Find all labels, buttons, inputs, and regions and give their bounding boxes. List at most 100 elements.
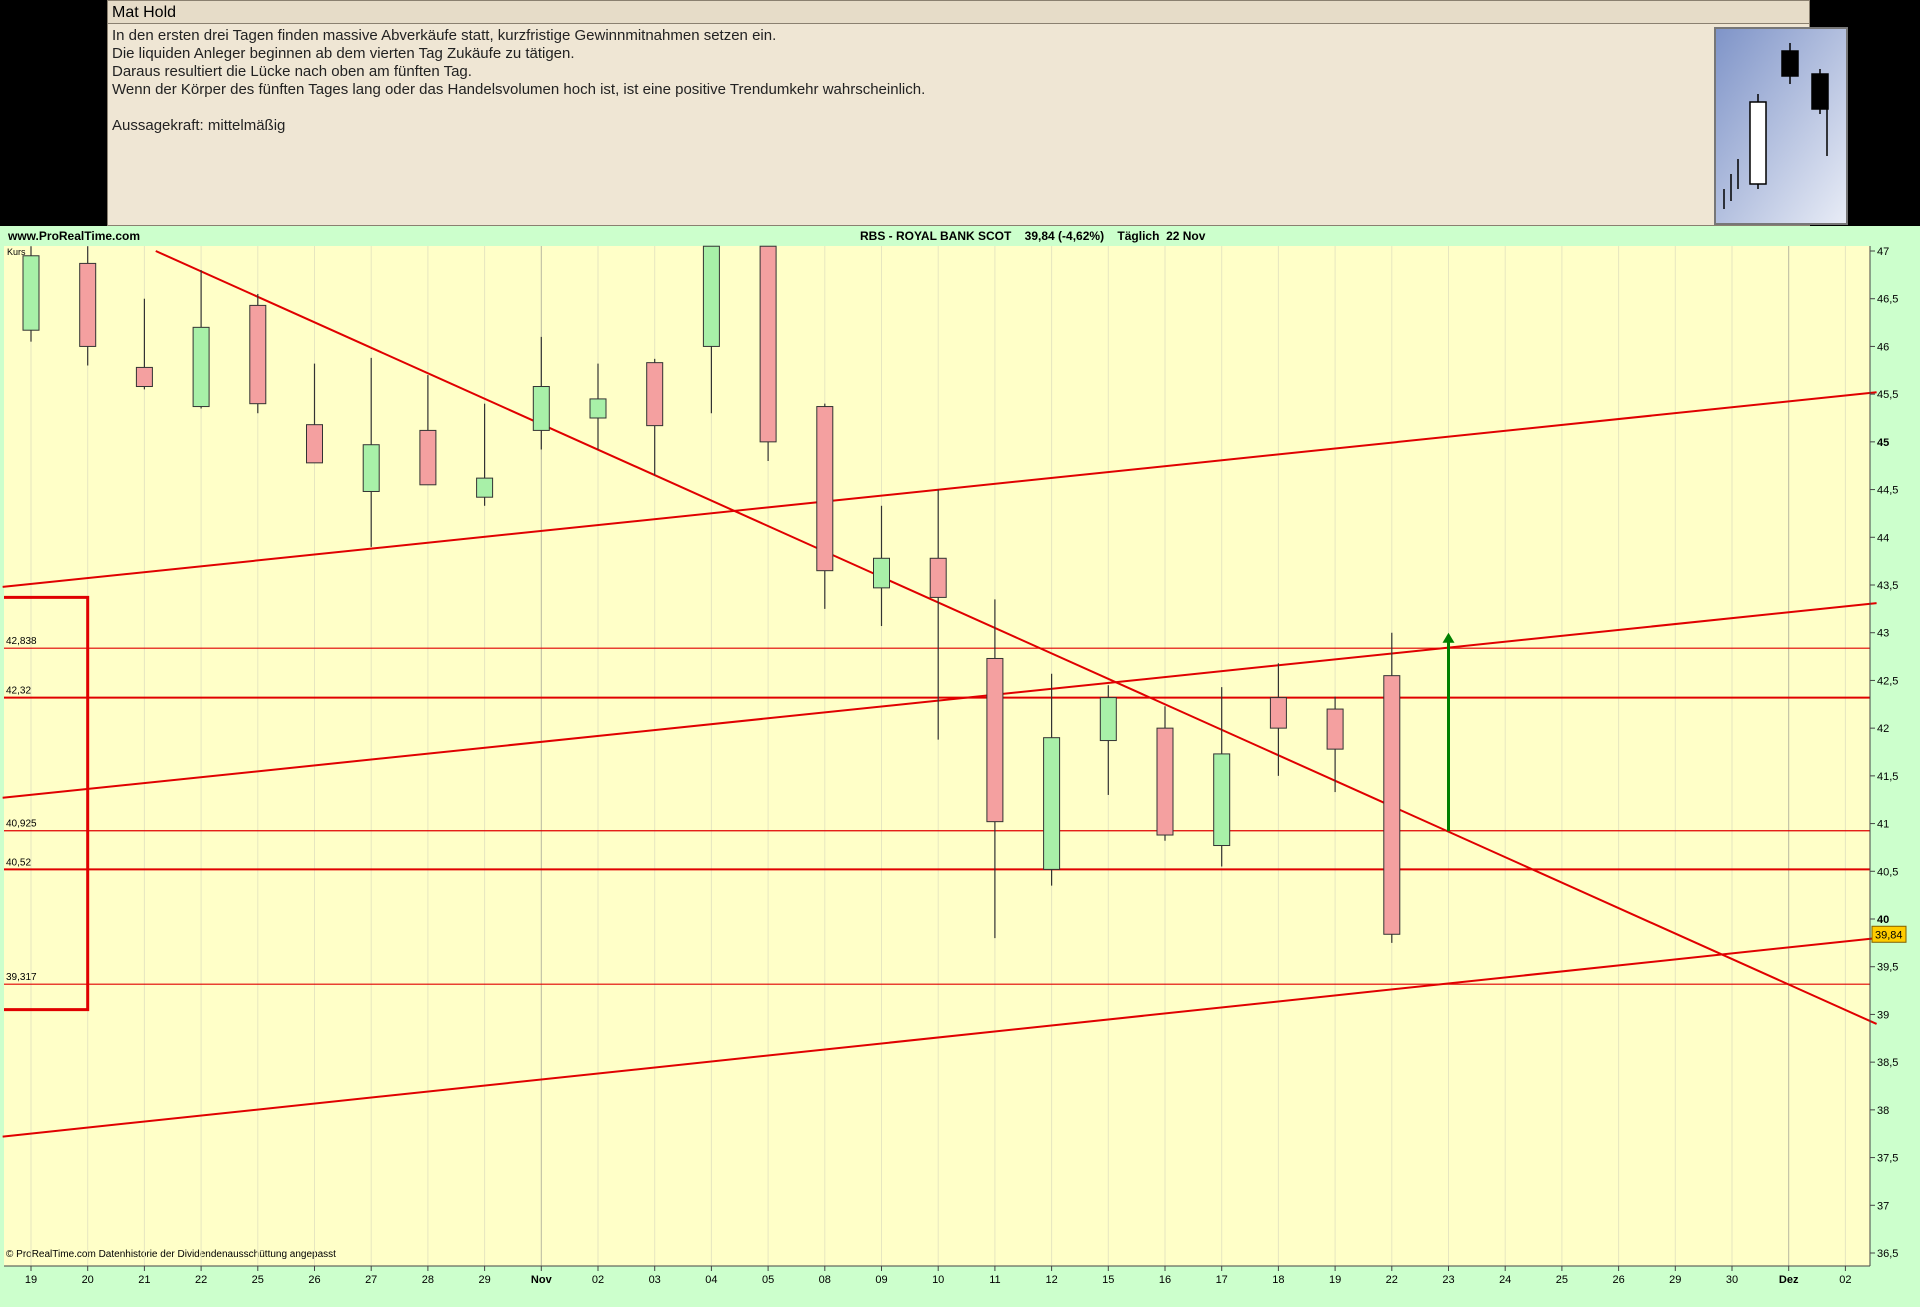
candle — [1043, 673, 1061, 886]
candle-body — [1383, 675, 1401, 935]
pattern-description-panel: Mat Hold In den ersten drei Tagen finden… — [107, 0, 1852, 226]
description-line: Aussagekraft: mittelmäßig — [112, 117, 286, 134]
x-tick-label: 30 — [1726, 1274, 1738, 1286]
candle-body — [986, 657, 1004, 823]
candle — [929, 489, 947, 740]
candle-body — [249, 304, 267, 405]
candle-body — [873, 557, 890, 589]
candlestick-chart: www.ProRealTime.com RBS - ROYAL BANK SCO… — [0, 226, 1920, 1307]
candle-body — [419, 429, 437, 486]
candle-body — [22, 255, 40, 331]
x-tick-label: 02 — [1839, 1274, 1851, 1286]
x-tick-label: 04 — [705, 1274, 717, 1286]
candle — [79, 246, 97, 366]
range-bracket — [4, 595, 90, 1012]
y-tick-label: 45,5 — [1877, 389, 1898, 401]
y-tick-label: 41,5 — [1877, 771, 1898, 783]
x-tick-label: 25 — [1556, 1274, 1568, 1286]
y-tick-label: 36,5 — [1877, 1248, 1898, 1260]
candle — [476, 403, 494, 506]
last-price-label: 39,84 — [1875, 929, 1903, 941]
level-label: 40,925 — [6, 819, 37, 830]
x-tick-label: 18 — [1272, 1274, 1284, 1286]
description-line: Die liquiden Anleger beginnen ab dem vie… — [112, 45, 575, 62]
candlestick-pattern-icon — [1714, 27, 1852, 225]
copyright-note: © ProRealTime.com Datenhistorie der Divi… — [6, 1249, 336, 1260]
candle-body — [476, 477, 494, 498]
y-tick-label: 44,5 — [1877, 485, 1898, 497]
y-tick-label: 44 — [1877, 532, 1889, 544]
candle — [1099, 685, 1117, 795]
candle — [589, 363, 607, 450]
x-tick-label: 11 — [989, 1274, 1000, 1286]
x-tick-label: 08 — [819, 1274, 831, 1286]
arrow-up-icon — [1442, 632, 1455, 643]
candle — [702, 245, 720, 414]
x-tick-label: 19 — [25, 1274, 37, 1286]
x-tick-label: 17 — [1216, 1274, 1228, 1286]
x-tick-label: 12 — [1045, 1274, 1057, 1286]
description-line: Wenn der Körper des fünften Tages lang o… — [112, 81, 926, 98]
trendline — [2, 937, 1877, 1138]
candle-body — [1043, 737, 1061, 870]
candle-body — [759, 245, 777, 443]
candle-body — [589, 398, 607, 419]
x-tick-label: Dez — [1779, 1274, 1799, 1286]
price-label: Kurs — [7, 247, 26, 257]
y-tick-label: 40,5 — [1877, 866, 1898, 878]
x-tick-label: 26 — [308, 1274, 320, 1286]
level-label: 42,32 — [6, 686, 31, 697]
x-tick-label: 03 — [649, 1274, 661, 1286]
candle-body — [362, 444, 380, 492]
candle-body — [1099, 697, 1117, 742]
x-tick-label: 22 — [1386, 1274, 1398, 1286]
candle-body — [702, 245, 720, 347]
candle — [816, 403, 834, 609]
y-tick-label: 42,5 — [1877, 675, 1898, 687]
candle-body — [929, 557, 947, 598]
x-tick-label: 05 — [762, 1274, 774, 1286]
y-tick-label: 39 — [1877, 1009, 1889, 1021]
candle — [1383, 632, 1401, 943]
x-tick-label: 09 — [875, 1274, 887, 1286]
x-tick-label: 19 — [1329, 1274, 1341, 1286]
candle — [249, 293, 267, 414]
candle-body — [1213, 753, 1231, 847]
candle-body — [135, 366, 153, 388]
x-tick-label: 16 — [1159, 1274, 1171, 1286]
candle — [1156, 706, 1174, 841]
y-tick-label: 43 — [1877, 628, 1889, 640]
y-tick-label: 37,5 — [1877, 1153, 1898, 1165]
candle — [135, 298, 153, 390]
description-line — [112, 99, 925, 117]
site-label: www.ProRealTime.com — [7, 229, 140, 243]
candle — [1326, 696, 1344, 793]
candle — [362, 357, 380, 547]
x-tick-label: 20 — [82, 1274, 94, 1286]
candle — [873, 505, 890, 627]
candle — [1213, 687, 1231, 867]
y-tick-label: 38 — [1877, 1105, 1889, 1117]
y-tick-label: 46,5 — [1877, 294, 1898, 306]
candle — [192, 270, 210, 409]
x-tick-label: 22 — [195, 1274, 207, 1286]
y-tick-label: 40 — [1877, 914, 1889, 926]
trendline — [155, 250, 1877, 1025]
y-tick-label: 46 — [1877, 341, 1889, 353]
candle — [759, 245, 777, 461]
x-tick-label: 21 — [138, 1274, 150, 1286]
y-tick-label: 47 — [1877, 246, 1889, 258]
candle-body — [1326, 708, 1344, 750]
candle — [419, 375, 437, 486]
candle-body — [1269, 697, 1287, 729]
y-tick-label: 43,5 — [1877, 580, 1898, 592]
trendline — [2, 602, 1877, 799]
level-label: 40,52 — [6, 857, 31, 868]
x-tick-label: 15 — [1102, 1274, 1114, 1286]
y-tick-label: 41 — [1877, 819, 1889, 831]
x-tick-label: 25 — [252, 1274, 264, 1286]
chart-title: RBS - ROYAL BANK SCOT 39,84 (-4,62%) Täg… — [860, 229, 1206, 243]
y-tick-label: 38,5 — [1877, 1057, 1898, 1069]
plot-area — [4, 246, 1870, 1266]
y-tick-label: 42 — [1877, 723, 1889, 735]
